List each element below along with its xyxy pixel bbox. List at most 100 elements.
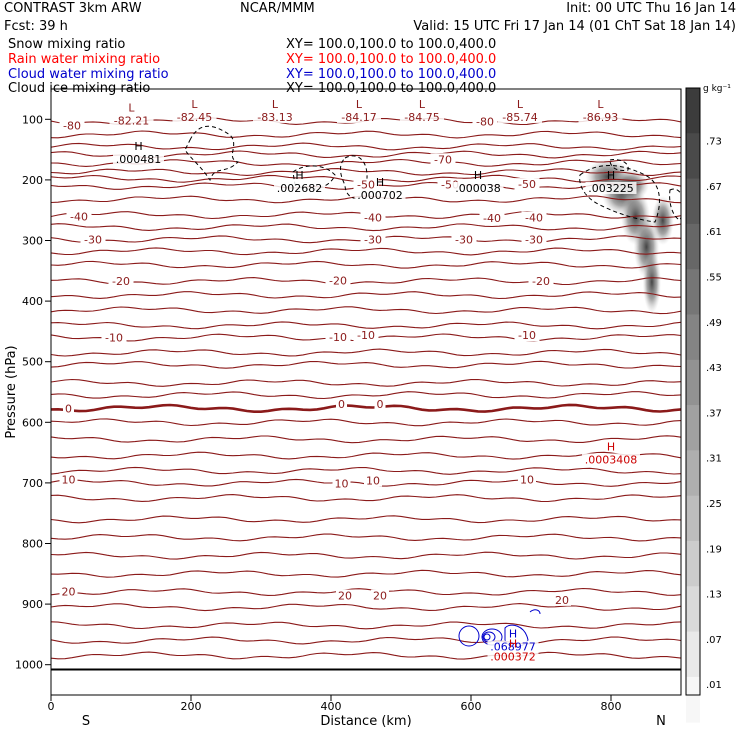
contour-label: -80 xyxy=(476,116,494,129)
contour-label-bg xyxy=(325,330,351,343)
extremum-value-bg xyxy=(172,111,217,124)
extremum-marker: H xyxy=(295,169,303,182)
colorbar-label: .67 xyxy=(706,182,722,193)
cloud-ice-contour xyxy=(340,155,368,199)
colorbar-label: .01 xyxy=(706,680,722,691)
temperature-contour-line xyxy=(51,435,681,444)
colorbar-segment xyxy=(686,359,700,406)
colorbar-segment xyxy=(686,405,700,451)
contour-labels: -80-80-70-50-50-50-50-40-40-40-40-30-30-… xyxy=(59,115,571,607)
contour-label-bg xyxy=(63,402,74,415)
temperature-contour-line xyxy=(51,306,681,315)
contour-label-bg xyxy=(364,474,382,487)
colorbar-segment xyxy=(686,676,700,723)
extremum-value: -84.75 xyxy=(404,111,439,124)
contour-label: -40 xyxy=(483,212,501,225)
y-tick-label: 500 xyxy=(22,356,43,369)
colorbar-segment xyxy=(686,495,700,542)
colorbar-segment xyxy=(686,586,700,633)
temperature-contour-line xyxy=(51,321,681,330)
temperature-contour-line xyxy=(51,223,681,232)
extremum-marker: L xyxy=(272,98,279,111)
colorbar-label: .43 xyxy=(706,363,722,374)
colorbar-segment xyxy=(686,88,700,134)
temperature-contour-line xyxy=(51,277,681,286)
temperature-contour-line xyxy=(51,168,681,176)
extremum-marker: L xyxy=(191,98,198,111)
extremum-marker: L xyxy=(356,98,363,111)
contour-label-bg xyxy=(59,119,85,132)
contour-label-bg xyxy=(332,477,351,490)
extremum-value: .0003408 xyxy=(585,453,638,466)
contour-label-bg xyxy=(518,473,536,486)
contour-label: -10 xyxy=(105,331,123,344)
contour-label-bg xyxy=(514,178,540,191)
x-end-label-south: S xyxy=(82,714,90,729)
extremum-marker: H xyxy=(509,628,517,641)
contour-label-bg xyxy=(66,210,92,223)
extremum-value-bg xyxy=(582,453,640,466)
cloud-ice-contours xyxy=(184,125,681,223)
y-tick-label: 400 xyxy=(22,295,43,308)
cloud-ice-contour xyxy=(184,125,239,182)
contour-label-bg xyxy=(374,398,386,411)
temperature-contour-line xyxy=(51,651,681,660)
legend-cloud-water-label: Cloud water mixing ratio xyxy=(8,67,169,82)
extrema-labels: L-82.21L-82.45L-83.13L-84.17L-84.75L-85.… xyxy=(109,98,640,663)
contour-label-bg xyxy=(353,329,379,342)
contour-label: 10 xyxy=(62,473,76,486)
extremum-value: .000038 xyxy=(455,182,501,195)
header-forecast-hour: Fcst: 39 h xyxy=(4,19,68,34)
temperature-contour-line xyxy=(51,451,681,460)
temperature-contour-line xyxy=(51,247,681,256)
colorbar-segment xyxy=(686,631,700,678)
contour-label-bg xyxy=(80,233,106,246)
header-left-title: CONTRAST 3km ARW xyxy=(4,1,142,16)
temperature-contour-line xyxy=(51,142,681,151)
cloud-ice-contour xyxy=(579,165,660,223)
y-tick-label: 100 xyxy=(22,113,43,126)
header-valid: Valid: 15 UTC Fri 17 Jan 14 (01 ChT Sat … xyxy=(413,19,736,34)
legend-rain-label: Rain water mixing ratio xyxy=(8,52,161,67)
contour-label-bg xyxy=(108,275,134,288)
extremum-marker: H xyxy=(376,176,384,189)
extremum-value-bg xyxy=(113,152,164,165)
y-tick-label: 600 xyxy=(22,416,43,429)
contour-label: 0 xyxy=(338,398,345,411)
contour-label-bg xyxy=(472,115,498,128)
contour-label-bg xyxy=(528,275,554,288)
contour-label: -10 xyxy=(518,329,536,342)
extremum-marker: H xyxy=(134,140,142,153)
extremum-marker: H xyxy=(509,637,517,650)
colorbar-label: .31 xyxy=(706,454,722,465)
contour-label: -30 xyxy=(364,233,382,246)
cloud-water-contour xyxy=(529,609,541,615)
extremum-value-bg xyxy=(274,181,325,194)
extremum-value: .000702 xyxy=(357,189,403,202)
x-tick-label: 200 xyxy=(181,700,202,713)
contour-label: 10 xyxy=(366,474,380,487)
temperature-contour-line xyxy=(51,391,681,400)
colorbar-segment xyxy=(686,540,700,587)
x-tick-label: 400 xyxy=(321,700,342,713)
temperature-contour-line xyxy=(51,533,681,542)
colorbar-unit: g kg⁻¹ xyxy=(703,84,731,94)
extremum-marker: L xyxy=(128,102,135,115)
contour-label: 0 xyxy=(65,402,72,415)
contour-label: -30 xyxy=(84,233,102,246)
colorbar-label: .73 xyxy=(706,137,722,148)
extremum-value: .003225 xyxy=(588,182,634,195)
colorbar-label: .13 xyxy=(706,590,722,601)
colorbar-label: .19 xyxy=(706,544,722,555)
header-init: Init: 00 UTC Thu 16 Jan 14 xyxy=(566,1,736,16)
extremum-marker: H xyxy=(474,169,482,182)
contour-label-bg xyxy=(479,212,505,225)
colorbar-label: .37 xyxy=(706,408,722,419)
y-tick-label: 800 xyxy=(22,538,43,551)
contour-label-bg xyxy=(360,211,386,224)
colorbar-segment xyxy=(686,223,700,270)
extremum-value: -86.93 xyxy=(583,111,618,124)
colorbar-label: .61 xyxy=(706,227,722,238)
contour-label: -20 xyxy=(329,274,347,287)
extremum-value: .002682 xyxy=(277,182,323,195)
